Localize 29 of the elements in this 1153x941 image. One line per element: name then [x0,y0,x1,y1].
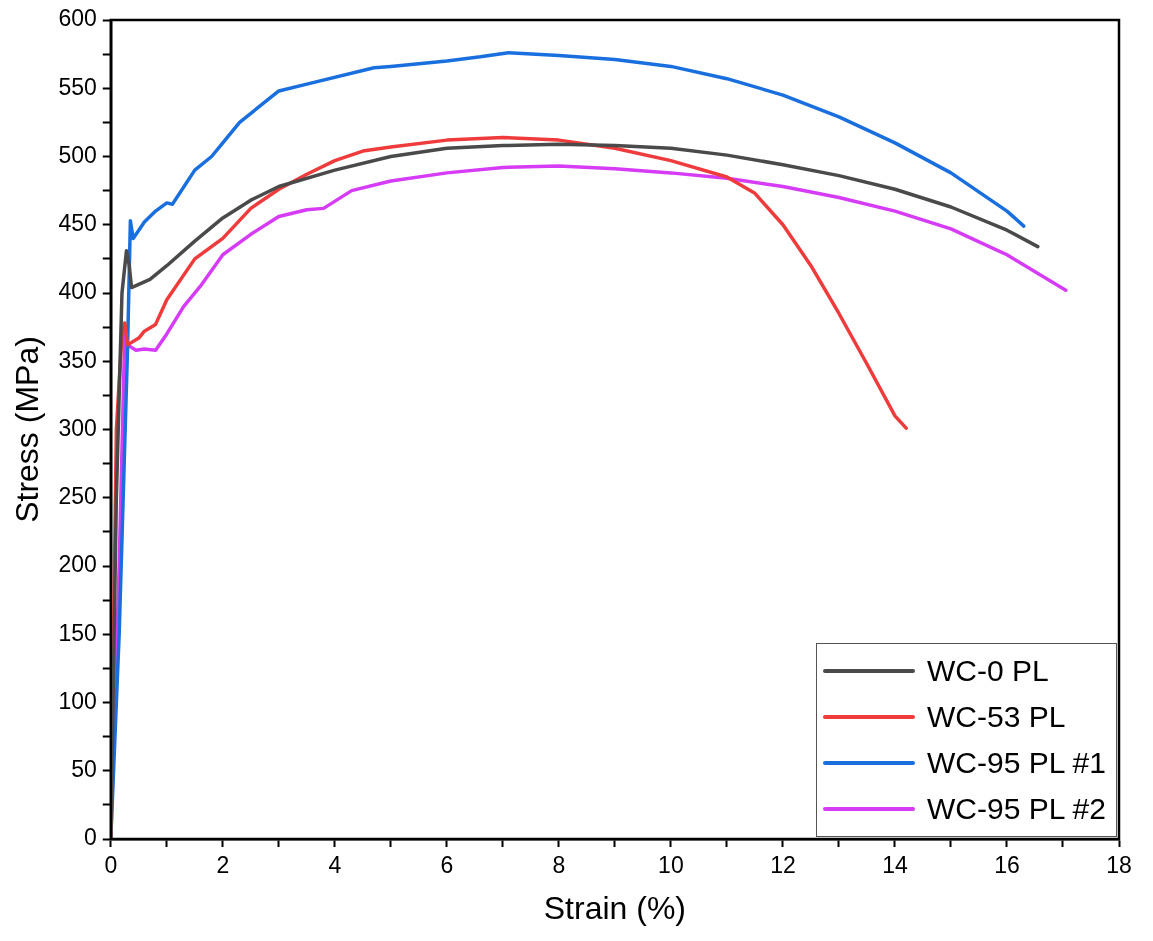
x-tick-label: 0 [104,852,118,879]
y-tick-label: 450 [58,210,97,237]
x-tick-label: 4 [328,852,342,879]
x-tick-label: 16 [994,852,1020,879]
x-tick-label: 2 [216,852,230,879]
y-tick-label: 600 [58,5,97,32]
y-tick-label: 50 [71,756,97,783]
x-tick-label: 8 [552,852,566,879]
y-tick-label: 0 [83,824,97,851]
y-tick-label: 350 [58,346,97,373]
y-tick-label: 100 [58,687,97,714]
y-tick-label: 550 [58,73,97,100]
y-tick-label: 400 [58,278,97,305]
legend-label: WC-0 PL [927,653,1049,689]
y-tick-label: 200 [58,551,97,578]
y-tick-label: 250 [58,483,97,510]
y-axis-title: Stress (MPa) [9,336,46,523]
x-tick-label: 18 [1106,852,1132,879]
x-tick-label: 14 [882,852,908,879]
y-tick-label: 500 [58,141,97,168]
x-tick-label: 12 [770,852,796,879]
y-tick-label: 150 [58,619,97,646]
x-axis-title: Strain (%) [543,889,687,926]
x-tick-label: 10 [658,852,684,879]
y-tick-label: 300 [58,414,97,441]
legend-label: WC-53 PL [927,699,1066,735]
legend-label: WC-95 PL #2 [927,791,1106,827]
x-tick-label: 6 [440,852,454,879]
legend-label: WC-95 PL #1 [927,745,1106,781]
